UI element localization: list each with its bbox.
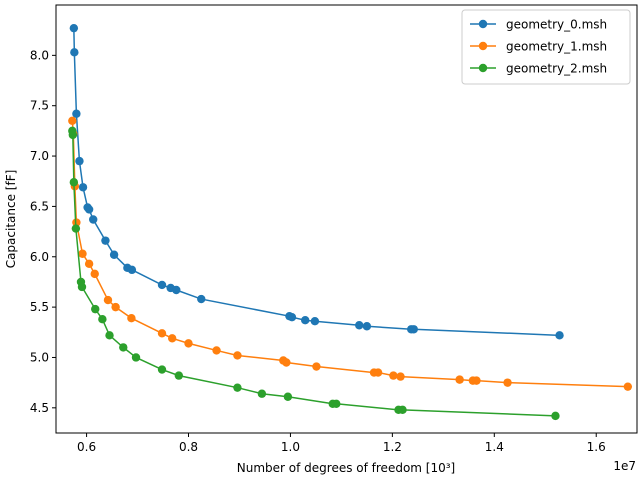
data-point <box>409 325 418 334</box>
axes-frame <box>55 4 638 434</box>
data-point <box>69 23 79 33</box>
y-axis-label: Capacitance [fF] <box>4 170 18 269</box>
x-axis: 0.6 0.8 1.0 1.2 1.4 1.6 <box>77 433 606 454</box>
y-tick-label: 6.0 <box>30 250 49 264</box>
data-point <box>91 304 100 314</box>
plot-area <box>68 23 633 421</box>
y-tick-label: 7.0 <box>30 149 49 163</box>
data-point <box>233 383 242 392</box>
data-point <box>78 183 88 192</box>
data-point <box>127 265 137 275</box>
data-point <box>68 130 78 140</box>
x-tick-label: 0.6 <box>77 440 96 454</box>
data-point <box>72 109 81 118</box>
x-axis-offset-label: 1e7 <box>613 459 636 473</box>
data-point <box>103 295 113 305</box>
data-point <box>89 215 98 224</box>
data-point <box>75 156 84 166</box>
data-point <box>157 280 167 290</box>
legend: geometry_0.msh geometry_1.msh geometry_2.m… <box>461 9 631 85</box>
x-tick-label: 1.4 <box>485 440 504 454</box>
data-point <box>174 371 184 380</box>
data-point <box>389 371 398 380</box>
data-point <box>257 389 267 398</box>
y-tick-label: 4.5 <box>30 401 49 415</box>
data-point <box>362 322 372 331</box>
data-point <box>184 339 193 348</box>
data-point <box>78 249 87 258</box>
data-point <box>157 365 167 374</box>
data-point <box>396 372 405 381</box>
legend-item: geometry_2.msh <box>470 62 607 76</box>
y-axis: 4.5 5.0 5.5 6.0 6.5 7.0 7.5 8.0 <box>30 48 56 415</box>
data-point <box>301 316 310 325</box>
legend-label: geometry_1.msh <box>506 40 607 54</box>
legend-frame <box>461 9 631 85</box>
data-point <box>282 358 291 367</box>
data-point <box>355 321 364 330</box>
data-point <box>90 269 99 279</box>
data-point <box>283 392 293 401</box>
legend-item: geometry_0.msh <box>470 18 607 32</box>
data-point <box>111 302 120 312</box>
data-point <box>131 353 141 362</box>
legend-label: geometry_0.msh <box>506 18 607 32</box>
data-point <box>72 218 81 227</box>
legend-marker <box>478 41 488 51</box>
x-axis-label: Number of degrees of freedom [10³] <box>237 461 455 475</box>
legend-item: geometry_1.msh <box>470 40 607 54</box>
data-point <box>127 313 136 323</box>
x-tick-label: 1.0 <box>281 440 300 454</box>
y-tick-label: 7.5 <box>30 99 49 113</box>
legend-label: geometry_2.msh <box>506 62 607 76</box>
series-2 <box>68 126 560 421</box>
data-point <box>68 116 77 126</box>
data-point <box>105 331 114 340</box>
y-tick-label: 8.0 <box>30 48 49 62</box>
data-point <box>398 405 407 415</box>
data-point <box>119 343 128 352</box>
data-point <box>373 368 383 377</box>
data-point <box>287 312 297 322</box>
data-point <box>312 362 321 371</box>
x-tick-label: 0.8 <box>179 440 198 454</box>
data-point <box>212 346 221 355</box>
data-point <box>503 378 512 387</box>
data-point <box>172 285 181 295</box>
data-point <box>109 250 119 259</box>
data-point <box>233 351 242 360</box>
data-point <box>332 399 341 408</box>
data-point <box>77 282 87 292</box>
legend-marker <box>478 19 488 29</box>
data-point <box>70 48 79 57</box>
data-point <box>310 317 320 326</box>
series-0 <box>69 23 564 340</box>
data-point <box>555 331 564 340</box>
y-tick-label: 5.0 <box>30 350 49 364</box>
data-point <box>455 375 464 384</box>
y-tick-label: 6.5 <box>30 199 49 213</box>
data-point <box>69 178 79 187</box>
data-point <box>157 329 167 338</box>
x-tick-label: 1.6 <box>587 440 606 454</box>
x-tick-label: 1.2 <box>383 440 402 454</box>
legend-marker <box>478 63 488 73</box>
data-point <box>197 294 206 304</box>
data-point <box>168 334 177 343</box>
data-point <box>472 376 481 385</box>
data-point <box>84 259 94 269</box>
data-point <box>551 411 560 421</box>
data-point <box>84 205 94 214</box>
y-tick-label: 5.5 <box>30 300 49 314</box>
data-point <box>98 315 107 324</box>
data-point <box>101 236 110 245</box>
data-point <box>623 382 633 391</box>
data-point <box>71 224 81 233</box>
